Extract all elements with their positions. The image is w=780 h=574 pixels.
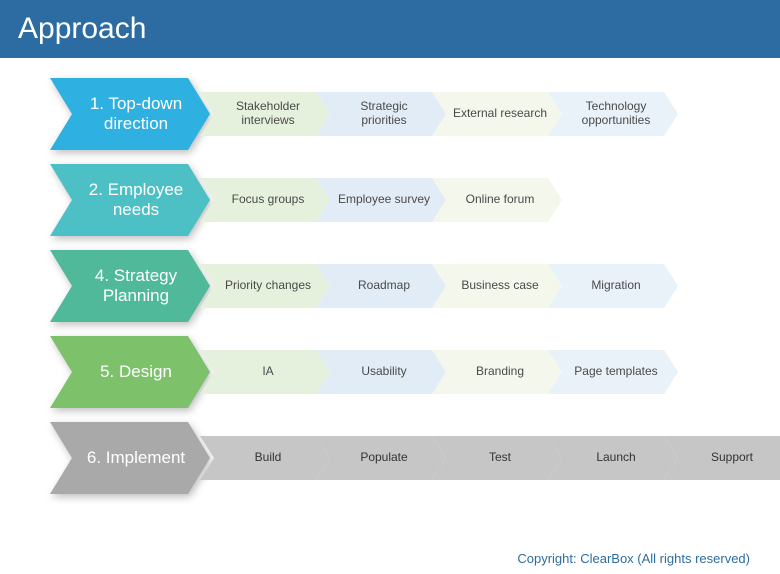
substage-label: Build bbox=[216, 436, 320, 480]
stage-label: 4. Strategy Planning bbox=[72, 250, 200, 322]
substage-chevron: Page templates bbox=[548, 350, 678, 394]
substage-label: Roadmap bbox=[332, 264, 436, 308]
substage-label: Stakeholder interviews bbox=[216, 92, 320, 136]
substage-chevron: Business case bbox=[432, 264, 562, 308]
substage-chevron: IA bbox=[200, 350, 330, 394]
substage-label: Employee survey bbox=[332, 178, 436, 222]
substage-label: Strategic priorities bbox=[332, 92, 436, 136]
approach-row: 4. Strategy Planning Priority changes Ro… bbox=[0, 250, 780, 322]
substage-chevron: Focus groups bbox=[200, 178, 330, 222]
stage-label: 2. Employee needs bbox=[72, 164, 200, 236]
substage-chevron: Online forum bbox=[432, 178, 562, 222]
substage-chevron: Support bbox=[664, 436, 780, 480]
substage-label: Online forum bbox=[448, 178, 552, 222]
substage-chevron: Technology opportunities bbox=[548, 92, 678, 136]
substage-chevron: Employee survey bbox=[316, 178, 446, 222]
substage-chevron: External research bbox=[432, 92, 562, 136]
approach-row: 2. Employee needs Focus groups Employee … bbox=[0, 164, 780, 236]
substage-label: Migration bbox=[564, 264, 668, 308]
substage-chevron: Populate bbox=[316, 436, 446, 480]
page-title: Approach bbox=[18, 12, 146, 46]
stage-label: 5. Design bbox=[72, 336, 200, 408]
stage-chevron: 2. Employee needs bbox=[50, 164, 210, 236]
substage-chevron: Test bbox=[432, 436, 562, 480]
substage-label: Usability bbox=[332, 350, 436, 394]
approach-rows: 1. Top-down direction Stakeholder interv… bbox=[0, 58, 780, 494]
substage-label: Page templates bbox=[564, 350, 668, 394]
approach-row: 5. Design IA Usability Branding Page tem… bbox=[0, 336, 780, 408]
substage-label: IA bbox=[216, 350, 320, 394]
stage-chevron: 4. Strategy Planning bbox=[50, 250, 210, 322]
substage-chevron: Launch bbox=[548, 436, 678, 480]
substage-chevron: Stakeholder interviews bbox=[200, 92, 330, 136]
substage-label: External research bbox=[448, 92, 552, 136]
substage-strip: Priority changes Roadmap Business case M… bbox=[200, 264, 678, 308]
stage-label: 1. Top-down direction bbox=[72, 78, 200, 150]
substage-label: Support bbox=[680, 436, 780, 480]
approach-row: 1. Top-down direction Stakeholder interv… bbox=[0, 78, 780, 150]
substage-chevron: Priority changes bbox=[200, 264, 330, 308]
approach-row: 6. Implement Build Populate Test Launch … bbox=[0, 422, 780, 494]
substage-strip: Focus groups Employee survey Online foru… bbox=[200, 178, 562, 222]
footer-copyright: Copyright: ClearBox (All rights reserved… bbox=[517, 551, 750, 566]
substage-label: Branding bbox=[448, 350, 552, 394]
substage-label: Test bbox=[448, 436, 552, 480]
substage-label: Focus groups bbox=[216, 178, 320, 222]
substage-chevron: Roadmap bbox=[316, 264, 446, 308]
substage-chevron: Migration bbox=[548, 264, 678, 308]
stage-chevron: 6. Implement bbox=[50, 422, 210, 494]
substage-label: Priority changes bbox=[216, 264, 320, 308]
substage-strip: Build Populate Test Launch Support bbox=[200, 436, 780, 480]
stage-chevron: 1. Top-down direction bbox=[50, 78, 210, 150]
substage-strip: Stakeholder interviews Strategic priorit… bbox=[200, 92, 678, 136]
title-bar: Approach bbox=[0, 0, 780, 58]
substage-chevron: Usability bbox=[316, 350, 446, 394]
stage-label: 6. Implement bbox=[72, 422, 200, 494]
substage-label: Populate bbox=[332, 436, 436, 480]
stage-chevron: 5. Design bbox=[50, 336, 210, 408]
substage-label: Business case bbox=[448, 264, 552, 308]
substage-chevron: Branding bbox=[432, 350, 562, 394]
substage-label: Technology opportunities bbox=[564, 92, 668, 136]
substage-label: Launch bbox=[564, 436, 668, 480]
substage-chevron: Strategic priorities bbox=[316, 92, 446, 136]
substage-chevron: Build bbox=[200, 436, 330, 480]
substage-strip: IA Usability Branding Page templates bbox=[200, 350, 678, 394]
